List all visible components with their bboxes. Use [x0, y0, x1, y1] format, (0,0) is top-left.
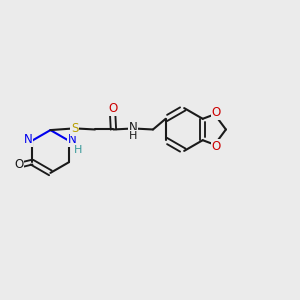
Text: S: S [71, 122, 79, 135]
Text: N: N [24, 134, 33, 146]
Text: O: O [212, 140, 221, 153]
Text: N: N [128, 121, 137, 134]
Text: H: H [74, 145, 83, 155]
Text: O: O [14, 158, 23, 171]
Text: O: O [212, 106, 221, 119]
Text: O: O [108, 102, 117, 115]
Text: H: H [129, 131, 137, 141]
Text: N: N [68, 134, 77, 146]
